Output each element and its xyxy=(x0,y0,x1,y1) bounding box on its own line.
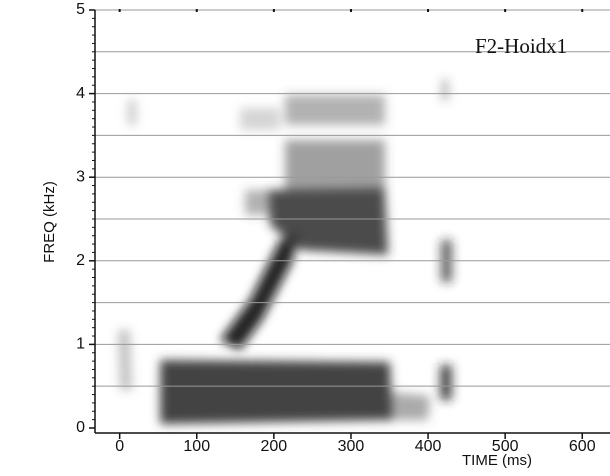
x-tick-label: 400 xyxy=(415,438,442,455)
top-tick xyxy=(118,9,121,12)
y-tick-label: 4 xyxy=(76,85,85,102)
y-tick-label: 0 xyxy=(76,419,85,436)
x-tick-label: 100 xyxy=(183,438,210,455)
x-tick-label: 500 xyxy=(492,438,519,455)
y-tick-label: 5 xyxy=(76,1,85,18)
top-tick xyxy=(427,9,430,12)
top-tick xyxy=(349,9,352,12)
top-tick xyxy=(581,9,584,12)
top-tick xyxy=(195,9,198,12)
x-tick-label: 600 xyxy=(569,438,596,455)
x-tick-label: 200 xyxy=(261,438,288,455)
y-tick-label: 1 xyxy=(76,336,85,353)
x-tick-label: 0 xyxy=(115,438,124,455)
top-tick xyxy=(504,9,507,12)
y-axis-title: FREQ (kHz) xyxy=(41,181,58,263)
y-tick-label: 2 xyxy=(76,252,85,269)
spectrogram-energy xyxy=(118,80,452,424)
x-tick-label: 300 xyxy=(338,438,365,455)
y-tick-label: 3 xyxy=(76,168,85,185)
annotation: F2-Hoidx1 xyxy=(475,34,567,58)
x-axis-title: TIME (ms) xyxy=(462,452,532,469)
top-tick xyxy=(272,9,275,12)
